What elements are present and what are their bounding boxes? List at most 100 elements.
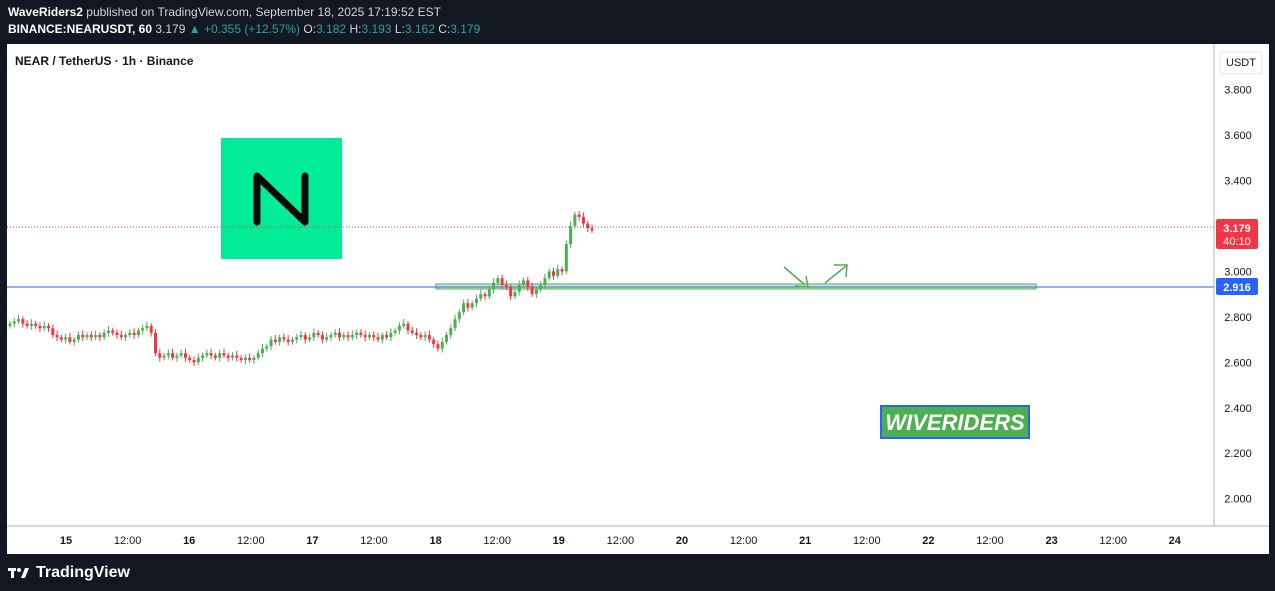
candle-body (222, 353, 226, 356)
candle-body (21, 319, 25, 324)
candle-body (89, 335, 93, 338)
candle-body (269, 339, 273, 347)
time-tick-label: 22 (922, 535, 934, 547)
candle-body (312, 332, 316, 338)
candle-body (149, 325, 153, 333)
symbol-label: BINANCE:NEARUSDT, 60 (8, 22, 153, 36)
candle-body (342, 335, 346, 338)
candle-body (436, 344, 440, 349)
unit-box[interactable] (1219, 51, 1263, 75)
candle-body (363, 335, 367, 338)
candle-body (235, 355, 239, 358)
price-axis-unit: USDT (1226, 57, 1256, 69)
candle-body (260, 348, 264, 354)
time-tick-label: 18 (429, 535, 441, 547)
candle-body (68, 337, 72, 342)
candle-body (128, 332, 132, 336)
current-price-badge-bg (1216, 219, 1258, 249)
candle-body (415, 332, 419, 336)
published-text: published on TradingView.com, September … (86, 5, 441, 19)
price-change: +0.355 (+12.57%) (203, 22, 301, 36)
candle-body (483, 294, 487, 297)
candle-body (320, 335, 324, 340)
candle-body (509, 287, 513, 297)
candle-body (98, 335, 102, 338)
watermark-badge: WIVERIDERS (880, 405, 1030, 439)
candle-body (492, 282, 496, 290)
candle-body (12, 321, 16, 324)
candle-body (346, 335, 350, 338)
candle-body (457, 312, 461, 320)
candle-body (64, 337, 68, 340)
candle-body (34, 323, 38, 326)
candle-body (106, 330, 110, 333)
time-tick-label: 20 (676, 535, 688, 547)
candle-body (590, 228, 594, 231)
candle-body (145, 325, 149, 329)
candle-body (397, 325, 401, 331)
candle-body (124, 335, 128, 338)
open-label: O: (303, 22, 317, 36)
candle-body (427, 335, 431, 340)
candle-body (325, 337, 329, 340)
candle-body (586, 223, 590, 229)
candle-body (29, 323, 33, 326)
near-logo-icon (253, 172, 309, 226)
price-tick-label: 2.800 (1224, 312, 1252, 324)
candle-body (192, 360, 196, 363)
candle-body (226, 355, 230, 358)
time-tick-label: 19 (553, 535, 565, 547)
candle-body (231, 355, 235, 358)
candle-body (252, 357, 256, 361)
candle-body (119, 335, 123, 338)
candle-body (466, 303, 470, 308)
candle-body (42, 325, 46, 329)
candle-body (25, 323, 29, 326)
footer-brand[interactable]: TradingView (36, 564, 130, 581)
price-tick-label: 2.000 (1224, 494, 1252, 506)
candle-body (487, 289, 491, 297)
symbol-info: BINANCE:NEARUSDT, 60 3.179 ▲ +0.355 (+12… (8, 22, 480, 36)
time-tick-label: 17 (306, 535, 318, 547)
candle-body (453, 319, 457, 329)
candle-body (402, 323, 406, 326)
arrow-up-icon (824, 264, 848, 284)
candle-body (76, 335, 80, 340)
candle-body (316, 332, 320, 336)
time-axis-ticks: 15 12:00 16 12:00 17 12:00 18 12:00 19 12:00 20 12:… (60, 535, 1182, 547)
time-tick-label: 12:00 (607, 535, 635, 547)
candle-body (175, 355, 179, 358)
candle-body (196, 357, 200, 363)
candle-body (158, 353, 162, 358)
candle-body (8, 323, 12, 326)
candle-body (243, 357, 247, 361)
candle-body (188, 357, 192, 361)
candle-body (17, 319, 21, 322)
candle-body (389, 332, 393, 338)
time-tick-label: 16 (183, 535, 195, 547)
footer: TradingView (8, 562, 130, 584)
candle-body (265, 346, 269, 349)
watermark-text: WIVERIDERS (885, 410, 1025, 435)
price-tick-label: 2.600 (1224, 357, 1252, 369)
price-tick-label: 2.200 (1224, 448, 1252, 460)
candle-body (132, 332, 136, 336)
time-tick-label: 12:00 (237, 535, 265, 547)
watermark-background (880, 405, 1030, 439)
candle-body (333, 332, 337, 336)
candle-body (513, 291, 517, 297)
close-value: 3.179 (450, 22, 481, 36)
time-tick-label: 24 (1169, 535, 1182, 547)
support-price-badge-bg (1216, 278, 1258, 295)
chart-background (7, 44, 1269, 554)
author-name[interactable]: WaveRiders2 (8, 5, 83, 19)
price-tick-label: 3.400 (1224, 175, 1252, 187)
close-label: C: (438, 22, 451, 36)
candle-body (393, 330, 397, 333)
tradingview-logo-icon (8, 568, 29, 578)
candle-body (551, 271, 555, 276)
price-tick-label: 3.000 (1224, 266, 1252, 278)
triangle-up-icon: ▲ (188, 22, 201, 36)
candle-body (85, 335, 89, 338)
